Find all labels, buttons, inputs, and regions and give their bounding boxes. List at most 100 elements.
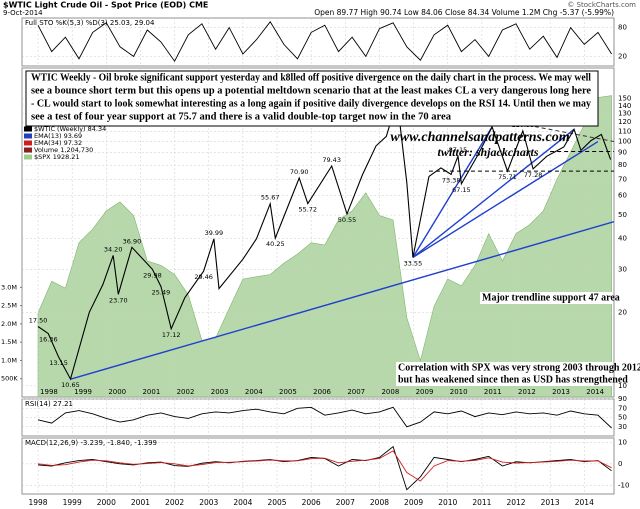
value-label: 50.55: [338, 216, 357, 224]
y-tick-label: 20: [618, 308, 627, 316]
area: [37, 95, 612, 397]
value-label: 55.67: [261, 194, 280, 202]
x-tick-label: 2002: [165, 498, 184, 507]
x-tick-label: 2005: [279, 388, 297, 396]
value-label: 23.70: [109, 296, 128, 304]
value-label: 79.43: [322, 156, 341, 164]
commentary-line: see a test of four year support at 75.7 …: [31, 111, 452, 122]
legend-entry: Volume 1,204,730: [34, 146, 93, 154]
x-tick-label: 2013: [541, 498, 560, 507]
commentary-line: - CL would start to look somewhat intere…: [31, 98, 592, 109]
panel: [21, 437, 615, 495]
y-tick-label: 110: [618, 127, 631, 135]
line: [37, 21, 612, 63]
x-tick-label: 2008: [370, 498, 389, 507]
y-tick-label: 30: [618, 423, 627, 431]
x-tick-label: 2012: [518, 388, 536, 396]
commentary-line: see a bounce short term but this opens u…: [31, 85, 591, 96]
trendline: [412, 128, 575, 258]
x-tick-label: 2014: [575, 498, 594, 507]
legend-entry: $SPX 1928.21: [34, 153, 80, 161]
value-label: 29.98: [143, 271, 162, 279]
x-tick-label: 2000: [97, 498, 116, 507]
value-label: 34.20: [104, 245, 123, 253]
annotation-bg: [480, 292, 612, 304]
legend-swatch: [24, 140, 32, 146]
line: [37, 100, 612, 381]
legend: MACD(12,26,9) -3.239, -1.840, -1.399: [25, 439, 157, 447]
y-tick-label: 130: [618, 110, 631, 118]
legend-entry: EMA(34) 97.32: [34, 139, 82, 147]
y2-tick-label: 3.0M: [1, 283, 17, 291]
y-tick-label: 90: [618, 395, 627, 403]
annotation: but has weakened since then as USD has s…: [398, 374, 628, 385]
date: 9-Oct-2014: [3, 9, 43, 17]
y-tick-label: 140: [618, 102, 631, 110]
y2-tick-label: 1.0M: [1, 356, 17, 364]
x-tick-label: 2001: [142, 388, 160, 396]
y-tick-label: -10: [618, 481, 629, 489]
x-tick-label: 2009: [416, 388, 434, 396]
value-label: 77.28: [524, 171, 543, 179]
x-tick-label: 2010: [438, 498, 457, 507]
trendline: [70, 220, 614, 380]
x-tick-label: 1998: [40, 388, 58, 396]
value-label: 29.46: [194, 273, 213, 281]
value-label: 87.15: [449, 146, 468, 154]
annotation-bg: [396, 374, 612, 386]
x-tick-label: 2006: [302, 498, 321, 507]
watermark: www.channelsandpatterns.com: [390, 130, 569, 145]
y-tick-label: 80: [618, 24, 627, 32]
x-tick-label: 2005: [267, 498, 286, 507]
x-tick-label: 2004: [233, 498, 252, 507]
x-tick-label: 2011: [472, 498, 491, 507]
trendline: [412, 140, 599, 258]
x-tick-label: 2010: [450, 388, 468, 396]
y-tick-label: 40: [618, 235, 627, 243]
commentary-box: [25, 70, 599, 127]
y-tick-label: 100: [618, 138, 631, 146]
x-tick-label: 2007: [336, 498, 355, 507]
line: [37, 450, 612, 482]
x-tick-label: 2012: [506, 498, 525, 507]
value-label: 16.36: [39, 336, 58, 344]
x-tick-label: 2001: [131, 498, 150, 507]
value-label: 10.65: [61, 381, 80, 389]
x-tick-label: 1999: [63, 498, 82, 507]
x-tick-label: 1999: [74, 388, 92, 396]
legend-entry: $WTIC (Weekly) 84.34: [34, 125, 106, 133]
quote: Open 89.77 High 90.74 Low 84.06 Close 84…: [314, 8, 614, 17]
annotation-bg: [396, 362, 612, 374]
x-tick-label: 2003: [199, 498, 218, 507]
annotation: Major trendline support 47 area: [482, 292, 620, 303]
watermark: twitter: shjackcharts: [437, 145, 538, 159]
x-tick-label: 2002: [177, 388, 195, 396]
value-label: 39.99: [205, 229, 224, 237]
x-tick-label: 1998: [28, 498, 47, 507]
trendline: [412, 126, 493, 258]
value-label: 40.25: [266, 240, 285, 248]
value-label: 36.90: [123, 237, 142, 245]
x-tick-label: 2013: [552, 388, 570, 396]
value-label: 67.15: [452, 186, 471, 194]
value-label: 33.55: [404, 259, 423, 267]
legend-swatch: [24, 126, 32, 132]
legend-swatch: [24, 154, 32, 160]
commentary-line: WTIC Weekly - Oil broke significant supp…: [31, 72, 591, 83]
legend: Full STO %K(5,3) %D(3) 25.03, 29.04: [25, 19, 155, 27]
value-label: 73.38: [442, 176, 461, 184]
x-tick-label: 2007: [347, 388, 365, 396]
legend-swatch: [24, 147, 32, 153]
y-tick-label: 70: [618, 404, 627, 412]
y-tick-label: 10: [618, 382, 627, 390]
y-tick-label: 20: [618, 52, 627, 60]
y2-tick-label: 2.5M: [1, 302, 17, 310]
y-tick-label: 30: [618, 265, 627, 273]
legend-entry: EMA(13) 93.69: [34, 132, 82, 140]
y-tick-label: 50: [618, 211, 627, 219]
value-label: 13.15: [49, 359, 68, 367]
x-tick-label: 2014: [586, 388, 604, 396]
y-tick-label: 150: [618, 95, 631, 103]
value-label: 75.71: [498, 173, 517, 181]
